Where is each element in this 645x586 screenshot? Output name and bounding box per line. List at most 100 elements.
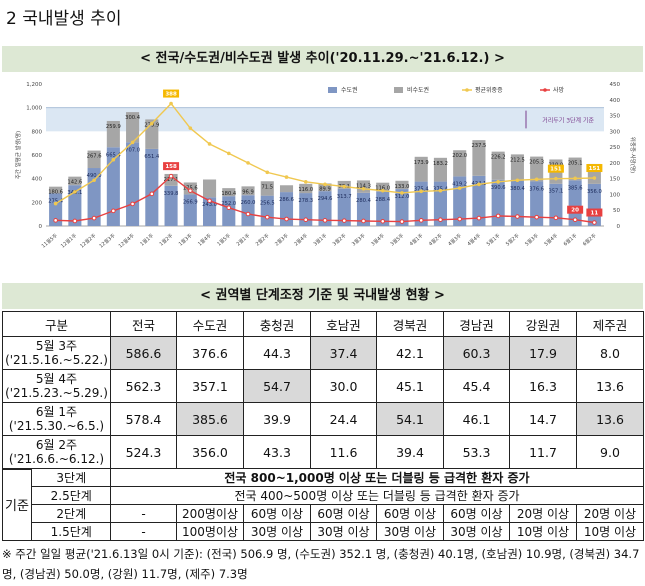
value-cell: 37.4 xyxy=(310,336,377,370)
bar-value-capital: 490.0 xyxy=(87,173,102,179)
x-tick-label: 5월2주 xyxy=(504,232,521,248)
chart-title: < 전국/수도권/비수도권 발생 추이('20.11.29.~'21.6.12.… xyxy=(2,46,643,72)
severe-line-point xyxy=(111,157,116,162)
value-cell: 8.0 xyxy=(576,336,644,370)
legend-swatch xyxy=(328,87,337,93)
x-tick-label: 6월2주 xyxy=(581,232,598,248)
bar-value-capital: 266.9 xyxy=(183,199,198,205)
criteria-cell: 60명 이상 xyxy=(243,504,311,523)
x-tick-label: 2월1주 xyxy=(235,232,252,248)
x-tick-label: 5월3주 xyxy=(524,232,541,248)
death-line-point xyxy=(438,217,443,222)
bar-capital xyxy=(164,185,178,226)
severe-line-point xyxy=(284,175,289,179)
severe-line-point xyxy=(534,177,539,182)
bar-value-noncapital: 173.9 xyxy=(414,160,429,166)
value-cell: 53.3 xyxy=(443,435,510,469)
x-tick-label: 2월2주 xyxy=(254,232,271,248)
bar-capital xyxy=(318,191,332,226)
criteria-cell: 60명 이상 xyxy=(443,504,510,523)
severe-line-point xyxy=(457,186,462,190)
x-tick-label: 1월3주 xyxy=(177,232,194,248)
criteria-cell: 30명 이상 xyxy=(376,522,444,541)
criteria-cell: 60명 이상 xyxy=(376,504,444,523)
x-tick-label: 4월4주 xyxy=(466,232,483,248)
bar-capital xyxy=(260,195,274,226)
death-line-point xyxy=(53,218,58,223)
death-line-point xyxy=(226,205,232,210)
value-cell: 356.0 xyxy=(176,435,244,469)
value-cell: 17.9 xyxy=(509,336,577,370)
bar-value-noncapital: 259.9 xyxy=(106,124,121,130)
severe-peak-label: 388 xyxy=(165,92,177,98)
y-left-tick: 600 xyxy=(32,153,43,159)
bar-capital xyxy=(222,196,236,226)
bar-noncapital xyxy=(164,173,178,186)
bar-value-capital: 665.4 xyxy=(106,152,122,158)
bar-value-capital: 651.4 xyxy=(144,154,160,160)
death-line-point xyxy=(361,218,366,224)
severe-line-point xyxy=(496,180,500,184)
death-end-label-2: 11 xyxy=(591,211,599,217)
trend-chart: 거리두기 3단계 기준 0 200 400 600 800 1,000 1,200 0 50 100… xyxy=(14,82,637,250)
criteria-row: 3단계 전국 800~1,000명 이상 또는 더블링 등 급격한 환자 증가 xyxy=(2,468,644,487)
bar-value-capital: 286.6 xyxy=(279,197,294,203)
bar-noncapital xyxy=(126,112,140,143)
y-left-tick: 0 xyxy=(39,224,43,230)
y-left-tick: 1,200 xyxy=(26,82,42,88)
criteria-row: 1.5단계 -100명이상 30명 이상 30명 이상 30명 이상 30명 이상 10명 … xyxy=(2,522,644,541)
y-left-tick: 1,000 xyxy=(26,106,42,112)
death-line-point xyxy=(341,218,347,223)
bar-value-capital: 256.5 xyxy=(260,201,275,207)
bar-value-noncapital: 180.6 xyxy=(48,190,63,196)
header-cell: 제주권 xyxy=(576,311,644,337)
death-line-point xyxy=(284,216,289,222)
death-line-point xyxy=(111,208,116,214)
legend-label: 비수도권 xyxy=(407,86,429,94)
death-line-point xyxy=(72,218,78,224)
bar-capital xyxy=(568,180,582,226)
y-right-tick: 350 xyxy=(610,114,621,120)
value-cell: 14.7 xyxy=(509,402,577,436)
value-cell: 586.6 xyxy=(110,336,177,370)
criteria-cell: 30명 이상 xyxy=(310,522,377,541)
death-line-point xyxy=(399,219,405,224)
x-tick-label: 5월4주 xyxy=(543,232,560,248)
value-cell: 524.3 xyxy=(110,435,177,469)
value-cell: 45.4 xyxy=(443,369,510,403)
bar-noncapital xyxy=(106,120,120,148)
severe-line-point xyxy=(303,180,308,184)
bar-noncapital xyxy=(222,188,236,197)
x-tick-label: 4월2주 xyxy=(427,232,444,248)
bar-capital xyxy=(126,142,140,226)
value-cell: 39.4 xyxy=(376,435,444,469)
death-line-point xyxy=(592,220,597,225)
value-cell: 42.1 xyxy=(376,336,444,370)
bar-capital xyxy=(395,189,409,226)
criteria-text: 전국 400~500명 이상 또는 더블링 등 급격한 환자 증가 xyxy=(110,486,644,505)
value-cell: 24.4 xyxy=(310,402,377,436)
criteria-cell: 10명 이상 xyxy=(576,522,644,541)
bar-value-noncapital: 133.0 xyxy=(395,184,410,190)
death-end-label-1-box xyxy=(567,205,584,214)
bar-noncapital xyxy=(376,182,390,192)
death-peak-label-box xyxy=(163,162,180,171)
legend-label: 수도권 xyxy=(341,86,358,94)
page-title: 2 국내발생 추이 xyxy=(6,9,122,29)
y-right-tick: 150 xyxy=(610,177,621,183)
bar-value-noncapital: 300.4 xyxy=(125,115,141,121)
legend-label: 평균위중증 xyxy=(475,86,503,94)
death-end-label-1: 20 xyxy=(571,208,579,214)
header-cell: 강원권 xyxy=(509,311,577,337)
y-left-tick: 800 xyxy=(32,129,43,135)
x-tick-label: 11월5주 xyxy=(40,232,59,250)
x-tick-label: 1월1주 xyxy=(139,232,156,248)
bar-capital xyxy=(356,192,371,226)
legend-marker xyxy=(465,88,469,92)
bar-value-noncapital: 183.2 xyxy=(433,161,448,167)
bar-value-noncapital: 237.5 xyxy=(472,143,487,149)
regional-table: 구분 전국 수도권 충청권 호남권 경북권 경남권 강원권 제주권 5월 3주 ('21.5.16… xyxy=(2,311,644,541)
severe-line-point xyxy=(515,178,520,183)
severe-line-point xyxy=(226,151,231,156)
bar-capital xyxy=(510,180,524,226)
